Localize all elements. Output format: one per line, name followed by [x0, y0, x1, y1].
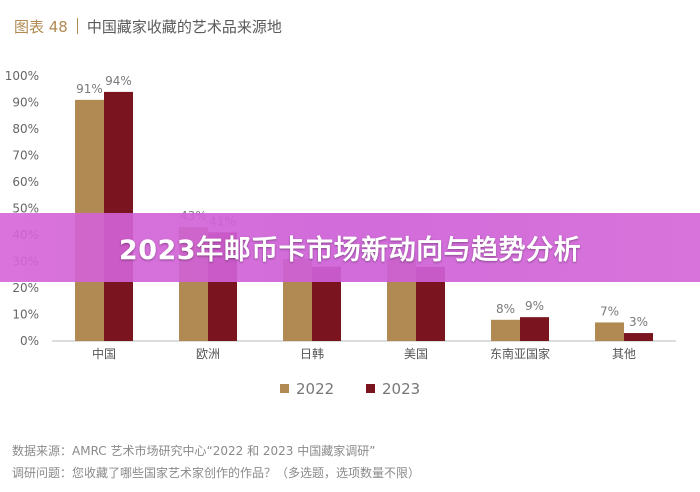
- y-tick-label: 70%: [12, 149, 39, 163]
- bar-2023: [520, 317, 549, 341]
- y-tick-label: 20%: [12, 281, 39, 295]
- chart-title: 中国藏家收藏的艺术品来源地: [86, 17, 282, 36]
- legend-label: 2023: [382, 380, 420, 398]
- x-category-label: 中国: [92, 346, 116, 361]
- data-label: 94%: [105, 74, 132, 88]
- chart-header: 图表 48 中国藏家收藏的艺术品来源地: [14, 14, 282, 38]
- data-label: 8%: [496, 302, 515, 316]
- y-tick-label: 50%: [12, 202, 39, 216]
- x-category-label: 日韩: [300, 346, 324, 361]
- data-label: 9%: [525, 299, 544, 313]
- figure-number: 图表 48: [14, 17, 68, 36]
- survey-question-note: 调研问题：您收藏了哪些国家艺术家创作的作品？（多选题，选项数量不限）: [12, 466, 421, 480]
- x-category-label: 其他: [612, 347, 636, 361]
- bar-2022: [491, 319, 520, 341]
- y-tick-label: 90%: [12, 96, 39, 110]
- data-label: 3%: [629, 315, 648, 329]
- y-tick-label: 80%: [12, 122, 39, 136]
- x-category-label: 东南亚国家: [490, 346, 550, 361]
- y-tick-label: 100%: [5, 69, 39, 83]
- chart-footer: 数据来源：AMRC 艺术市场研究中心“2022 和 2023 中国藏家调研” 调…: [12, 440, 420, 484]
- bar-2022: [595, 322, 624, 341]
- title-banner: 2023年邮币卡市场新动向与趋势分析: [0, 213, 700, 282]
- header-divider: [76, 18, 78, 34]
- data-source-note: 数据来源：AMRC 艺术市场研究中心“2022 和 2023 中国藏家调研”: [12, 444, 376, 458]
- y-tick-label: 60%: [12, 175, 39, 189]
- x-category-label: 欧洲: [196, 347, 220, 361]
- legend-swatch-2023: [366, 384, 375, 393]
- data-label: 7%: [600, 304, 619, 318]
- y-tick-label: 0%: [20, 334, 39, 348]
- banner-title: 2023年邮币卡市场新动向与趋势分析: [118, 235, 582, 266]
- data-label: 91%: [76, 82, 103, 96]
- legend-label: 2022: [296, 380, 334, 398]
- legend-swatch-2022: [280, 384, 289, 393]
- bar-2023: [624, 333, 653, 341]
- y-tick-label: 10%: [12, 308, 39, 322]
- x-category-label: 美国: [404, 347, 428, 361]
